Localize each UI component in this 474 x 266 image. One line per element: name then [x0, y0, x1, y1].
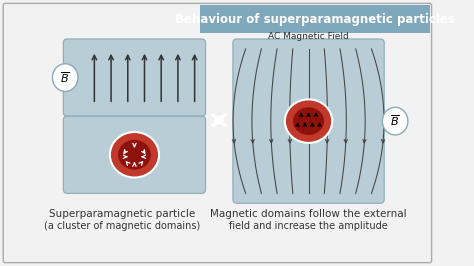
Text: (a cluster of magnetic domains): (a cluster of magnetic domains): [44, 221, 200, 231]
FancyBboxPatch shape: [233, 39, 384, 203]
FancyBboxPatch shape: [3, 3, 432, 263]
Ellipse shape: [293, 107, 324, 135]
Ellipse shape: [110, 132, 159, 177]
Circle shape: [383, 107, 408, 135]
Text: $\overline{B}$: $\overline{B}$: [60, 70, 70, 85]
Text: AC Magnetic Field: AC Magnetic Field: [268, 32, 349, 41]
Text: Superparamagnetic particle: Superparamagnetic particle: [48, 209, 195, 219]
Text: field and increase the amplitude: field and increase the amplitude: [229, 221, 388, 231]
Text: $\overline{B}$: $\overline{B}$: [390, 114, 400, 128]
Text: Magnetic domains follow the external: Magnetic domains follow the external: [210, 209, 407, 219]
FancyBboxPatch shape: [200, 5, 430, 33]
Text: Behaviour of superparamagnetic particles: Behaviour of superparamagnetic particles: [175, 13, 455, 26]
Ellipse shape: [285, 99, 332, 143]
Circle shape: [53, 64, 78, 92]
FancyBboxPatch shape: [64, 39, 206, 116]
Ellipse shape: [118, 140, 151, 170]
FancyBboxPatch shape: [64, 116, 206, 193]
